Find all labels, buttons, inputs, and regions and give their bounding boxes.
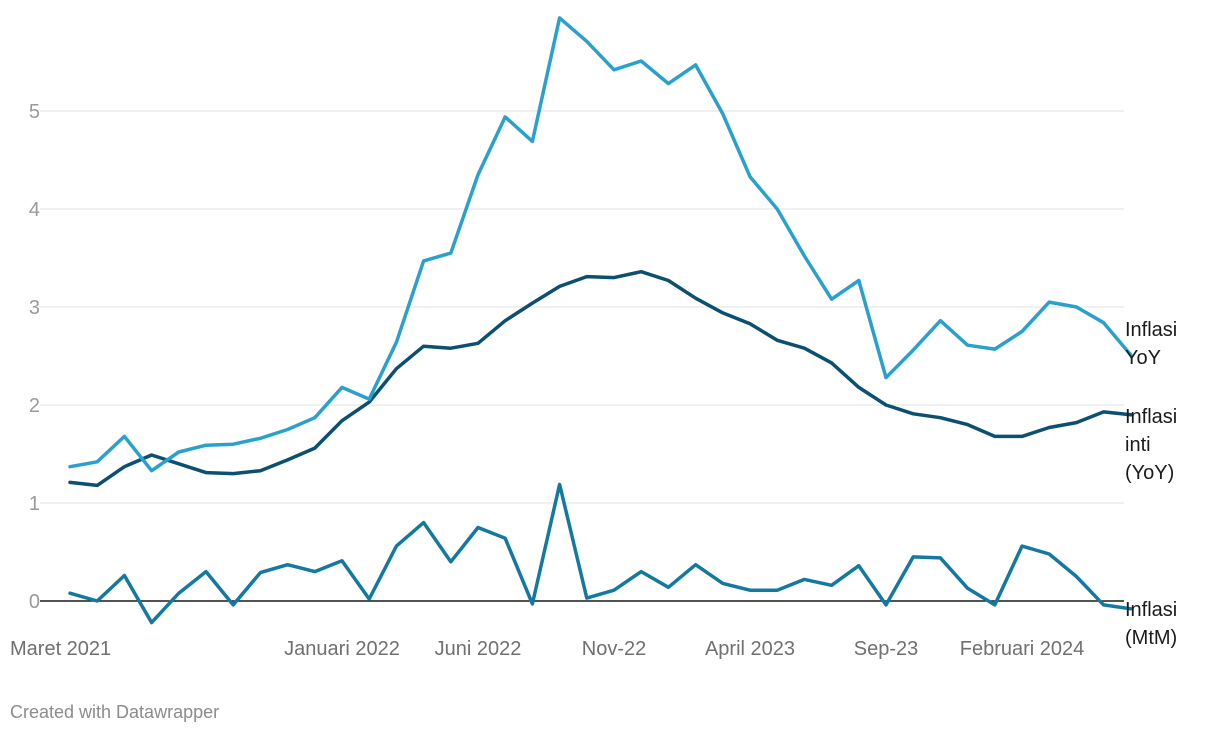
x-tick-label: Januari 2022 <box>284 638 400 660</box>
series-label-line: YoY <box>1125 347 1161 369</box>
x-axis-ticks: Maret 2021 Januari 2022 Juni 2022 Nov-22 Apr… <box>10 638 1084 660</box>
x-tick-label: April 2023 <box>705 638 795 660</box>
series-label-line: (YoY) <box>1125 462 1174 484</box>
x-tick-label: Juni 2022 <box>435 638 522 660</box>
series-line-0 <box>68 16 1133 473</box>
series-label-line: Inflasi <box>1125 406 1177 428</box>
y-tick-label: 3 <box>29 297 40 319</box>
x-tick-label: Maret 2021 <box>10 638 111 660</box>
series-label-1: Inflasi inti (YoY) <box>1125 406 1177 484</box>
series-label-2: Inflasi (MtM) <box>1125 599 1177 649</box>
x-tick-label: Nov-22 <box>582 638 646 660</box>
y-tick-label: 1 <box>29 493 40 515</box>
series-lines <box>68 16 1133 625</box>
series-label-line: Inflasi <box>1125 319 1177 341</box>
y-tick-label: 4 <box>29 199 40 221</box>
series-label-line: inti <box>1125 434 1151 456</box>
series-labels: Inflasi YoY Inflasi inti (YoY) Inflasi (MtM) <box>1125 319 1177 649</box>
series-line-1 <box>68 269 1133 488</box>
series-label-line: Inflasi <box>1125 599 1177 621</box>
x-tick-label: Februari 2024 <box>960 638 1085 660</box>
series-label-0: Inflasi YoY <box>1125 319 1177 369</box>
y-axis-ticks: 0 1 2 3 4 5 <box>29 101 40 613</box>
y-tick-label: 5 <box>29 101 40 123</box>
series-label-line: (MtM) <box>1125 627 1177 649</box>
x-tick-label: Sep-23 <box>854 638 919 660</box>
grid-lines <box>40 110 1124 504</box>
y-tick-label: 0 <box>29 591 40 613</box>
y-tick-label: 2 <box>29 395 40 417</box>
footer-credit: Created with Datawrapper <box>10 702 220 722</box>
series-line-2 <box>68 482 1133 625</box>
